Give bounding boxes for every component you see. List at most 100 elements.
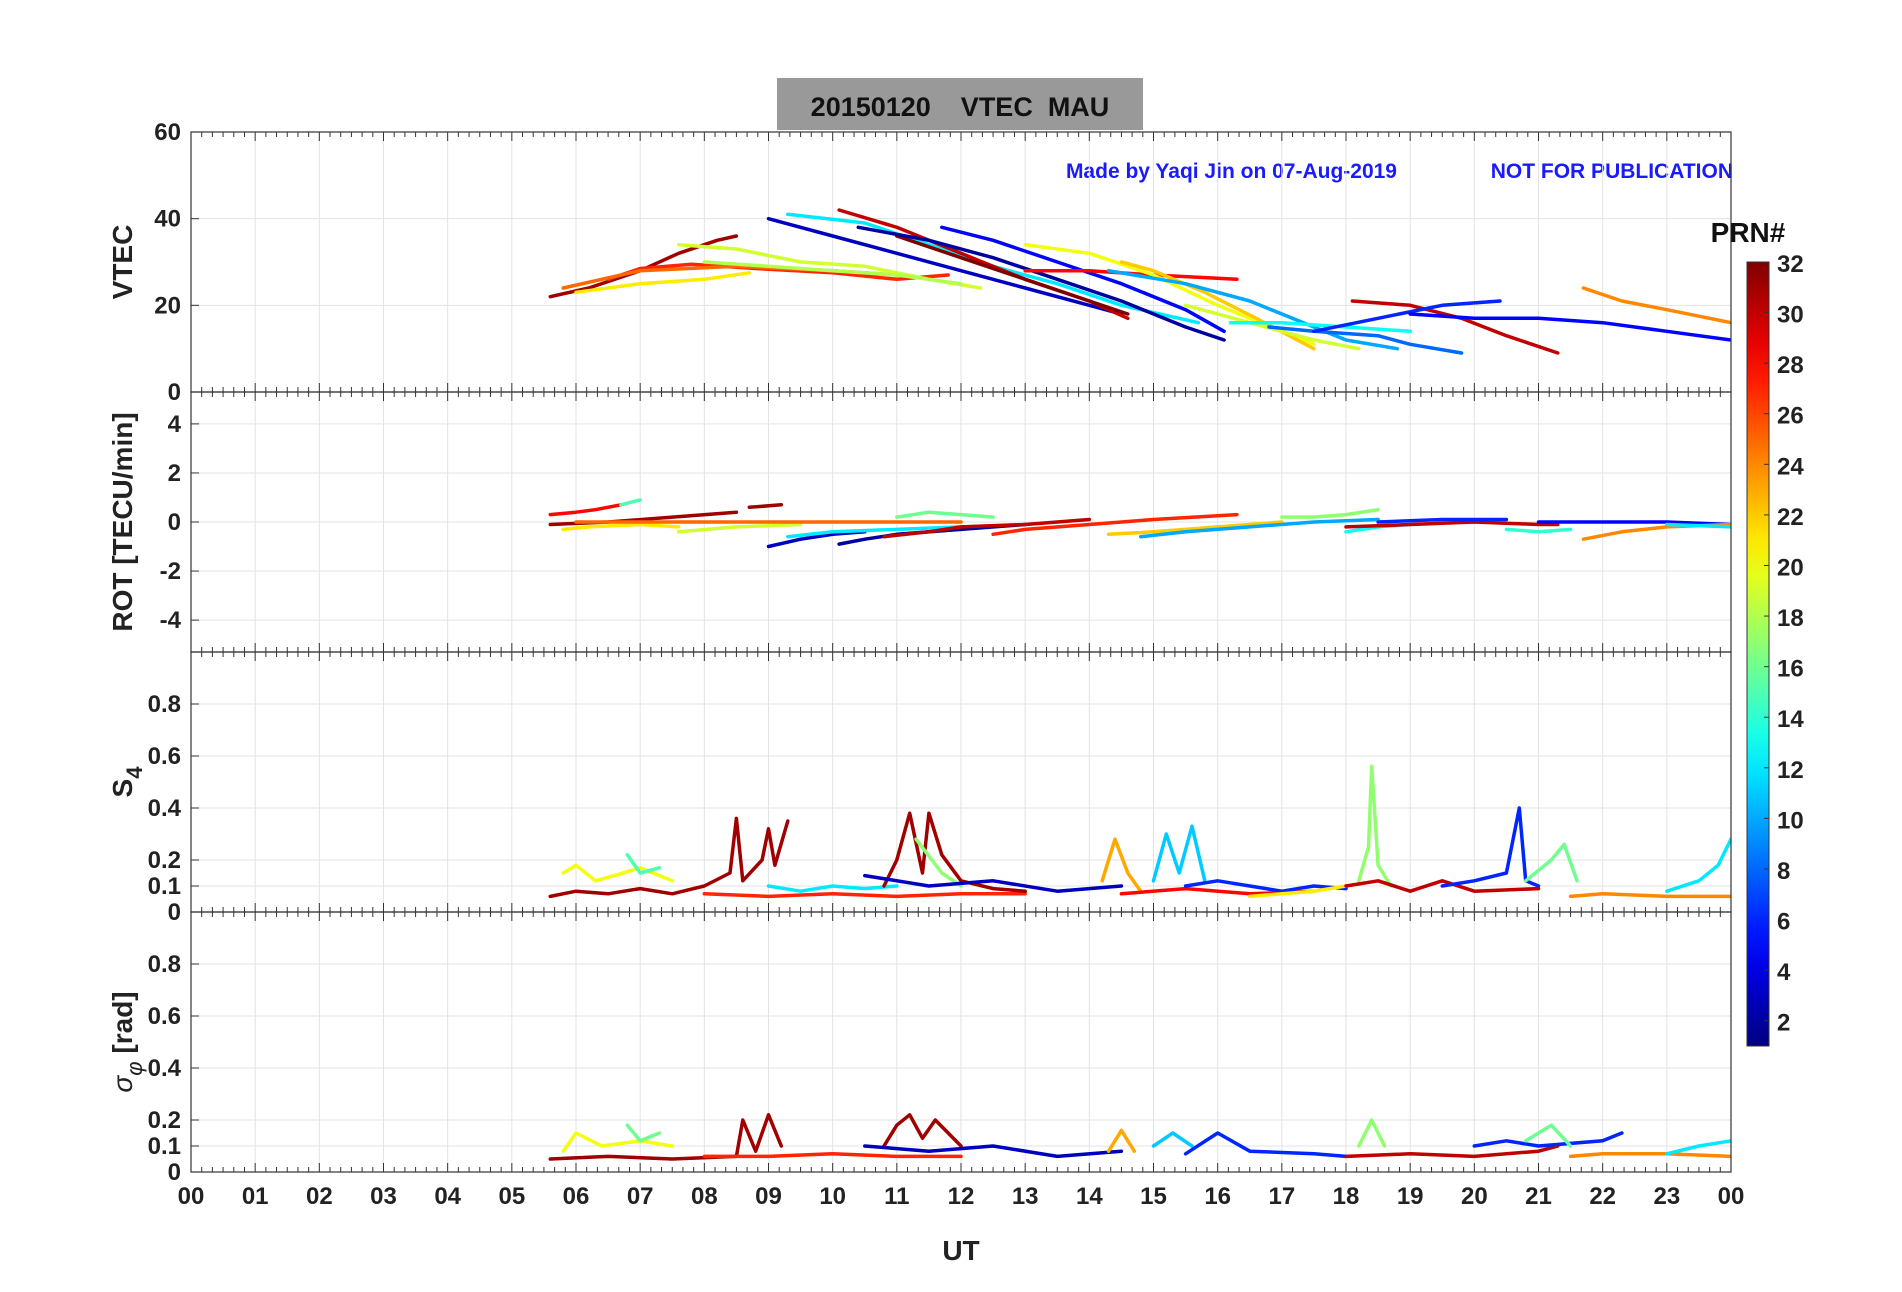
- colorbar-tick-label: 24: [1777, 453, 1804, 480]
- series-line-prn-10: [1106, 268, 1400, 351]
- series-vtec: [548, 208, 1731, 355]
- series-line-prn-27: [702, 1152, 963, 1159]
- series-line-prn-24: [1568, 892, 1731, 899]
- x-tick-label: 23: [1653, 1183, 1680, 1210]
- x-tick-label: 20: [1461, 1183, 1488, 1210]
- series-line-prn-11: [1151, 1131, 1194, 1148]
- series-line-prn-11: [1151, 824, 1207, 883]
- series-line-prn-24: [1568, 1152, 1731, 1159]
- panel-sigma_phi: 00.10.2 0.4 0.6 0.8σφ [rad] 00 01 02 03 04 05 06 07…: [107, 911, 1745, 1210]
- series-line-prn-21: [574, 271, 752, 295]
- y-ticklabels-s4: 00.10.2 0.4 0.6 0.8: [148, 691, 199, 926]
- y-tick-label: 0: [168, 899, 181, 926]
- y-tick-label: 0.6: [148, 743, 181, 770]
- x-tick-label: 11: [884, 1183, 909, 1210]
- series-line-prn-23: [1106, 1128, 1137, 1153]
- colorbar-tick-label: 26: [1777, 403, 1804, 430]
- series-line-prn-6: [1312, 299, 1502, 334]
- series-line-prn-16: [1523, 1123, 1573, 1148]
- x-ticklabels: 00 01 02 03 04 05 06 07 08 09 10 11 12 13 14 15 16 17 18 19…: [178, 1183, 1745, 1210]
- y-tick-label: -2: [160, 558, 181, 585]
- y-tick-label: 0.1: [148, 1133, 181, 1160]
- colorbar-tick-label: 18: [1777, 605, 1804, 632]
- y-tick-label: 60: [154, 119, 181, 146]
- x-tick-label: 00: [178, 1183, 205, 1210]
- x-ticks-rot: [190, 392, 1732, 652]
- y-tick-label: 0.4: [148, 1055, 182, 1082]
- colorbar-tick-label: 28: [1777, 352, 1804, 379]
- series-line-prn-12: [786, 525, 963, 539]
- series-s4: [548, 764, 1731, 899]
- colorbar-tick-label: 14: [1777, 706, 1804, 733]
- y-axis-label-vtec: VTEC: [107, 225, 138, 300]
- series-line-prn-22: [1106, 520, 1284, 537]
- x-tick-label: 16: [1204, 1183, 1231, 1210]
- colorbar-tick-label: 32: [1777, 251, 1804, 278]
- y-tick-label: 2: [168, 460, 181, 487]
- series-line-prn-12: [1665, 1139, 1731, 1156]
- credit-text: Made by Yaqi Jin on 07-Aug-2019: [1066, 160, 1397, 183]
- x-tick-label: 00: [1718, 1183, 1745, 1210]
- y-tick-label: 0: [168, 379, 181, 406]
- colorbar-tick-label: 22: [1777, 504, 1804, 531]
- series-line-prn-5: [1408, 312, 1731, 342]
- y-tick-label: 4: [168, 411, 182, 438]
- y-tick-label: 0.8: [148, 951, 181, 978]
- series-line-prn-27: [991, 512, 1239, 537]
- panel-s4: 00.10.2 0.4 0.6 0.8 S4: [107, 651, 1732, 926]
- series-line-prn-3: [863, 873, 1124, 893]
- series-line-prn-30: [1344, 1144, 1560, 1159]
- x-tick-label: 19: [1397, 1183, 1424, 1210]
- colorbar-tick-label: 2: [1777, 1010, 1790, 1037]
- series-line-prn-21: [1248, 884, 1348, 899]
- series-line-prn-14: [1504, 527, 1573, 534]
- y-tick-label: -4: [160, 607, 182, 634]
- series-line-prn-15: [625, 853, 662, 875]
- y-tick-label: 0: [168, 509, 181, 536]
- series-line-prn-6: [1472, 1131, 1624, 1148]
- panel-vtec: 0 20 40 60 VTEC: [107, 119, 1732, 406]
- series-line-prn-30: [882, 517, 1092, 539]
- series-line-prn-31: [548, 234, 739, 299]
- y-axis-label-rot: ROT [TECU/min]: [107, 412, 138, 631]
- y-axis-label-sigma_phi: σφ [rad]: [107, 991, 147, 1092]
- series-line-prn-19: [676, 522, 803, 534]
- chart-title: 20150120 VTEC MAU: [811, 92, 1110, 122]
- colorbar-gradient: [1746, 261, 1770, 1047]
- title-box: [777, 78, 1143, 130]
- x-tick-label: 02: [306, 1183, 333, 1210]
- series-line-prn-3: [863, 1144, 1124, 1159]
- panel-rot: -4 -2 0 2 4 ROT [TECU/min]: [107, 391, 1732, 653]
- y-ticklabels-vtec: 0 20 40 60: [154, 119, 199, 406]
- series-line-prn-23: [1100, 837, 1143, 893]
- series-line-prn-32: [895, 234, 1130, 316]
- series-line-prn-16: [1523, 842, 1579, 883]
- series-line-prn-13: [1228, 320, 1412, 334]
- series-line-prn-19: [1183, 303, 1361, 351]
- x-tick-label: 22: [1589, 1183, 1616, 1210]
- y-ticklabels-sigma_phi: 00.10.2 0.4 0.6 0.8: [148, 951, 199, 1186]
- x-axis-label: UT: [942, 1235, 979, 1266]
- x-tick-label: 09: [755, 1183, 782, 1210]
- series-line-prn-16: [895, 510, 995, 519]
- x-tick-label: 06: [563, 1183, 590, 1210]
- y-tick-label: 40: [154, 206, 181, 233]
- y-tick-label: 0.8: [148, 691, 181, 718]
- x-tick-label: 10: [819, 1183, 846, 1210]
- grid-sigma_phi: [190, 912, 1732, 1173]
- x-tick-label: 15: [1140, 1183, 1167, 1210]
- x-tick-label: 04: [434, 1183, 461, 1210]
- x-tick-label: 13: [1012, 1183, 1039, 1210]
- series-line-prn-3: [766, 216, 1124, 316]
- series-line-prn-31: [882, 811, 1027, 893]
- y-ticklabels-rot: -4 -2 0 2 4: [160, 411, 199, 634]
- disclaimer-text: NOT FOR PUBLICATION: [1491, 160, 1733, 183]
- series-line-prn-30: [1344, 520, 1560, 529]
- series-line-prn-17: [914, 837, 963, 888]
- series-line-prn-31: [548, 1113, 784, 1161]
- series-line-prn-2: [856, 225, 1226, 342]
- series-line-prn-12: [1665, 522, 1731, 529]
